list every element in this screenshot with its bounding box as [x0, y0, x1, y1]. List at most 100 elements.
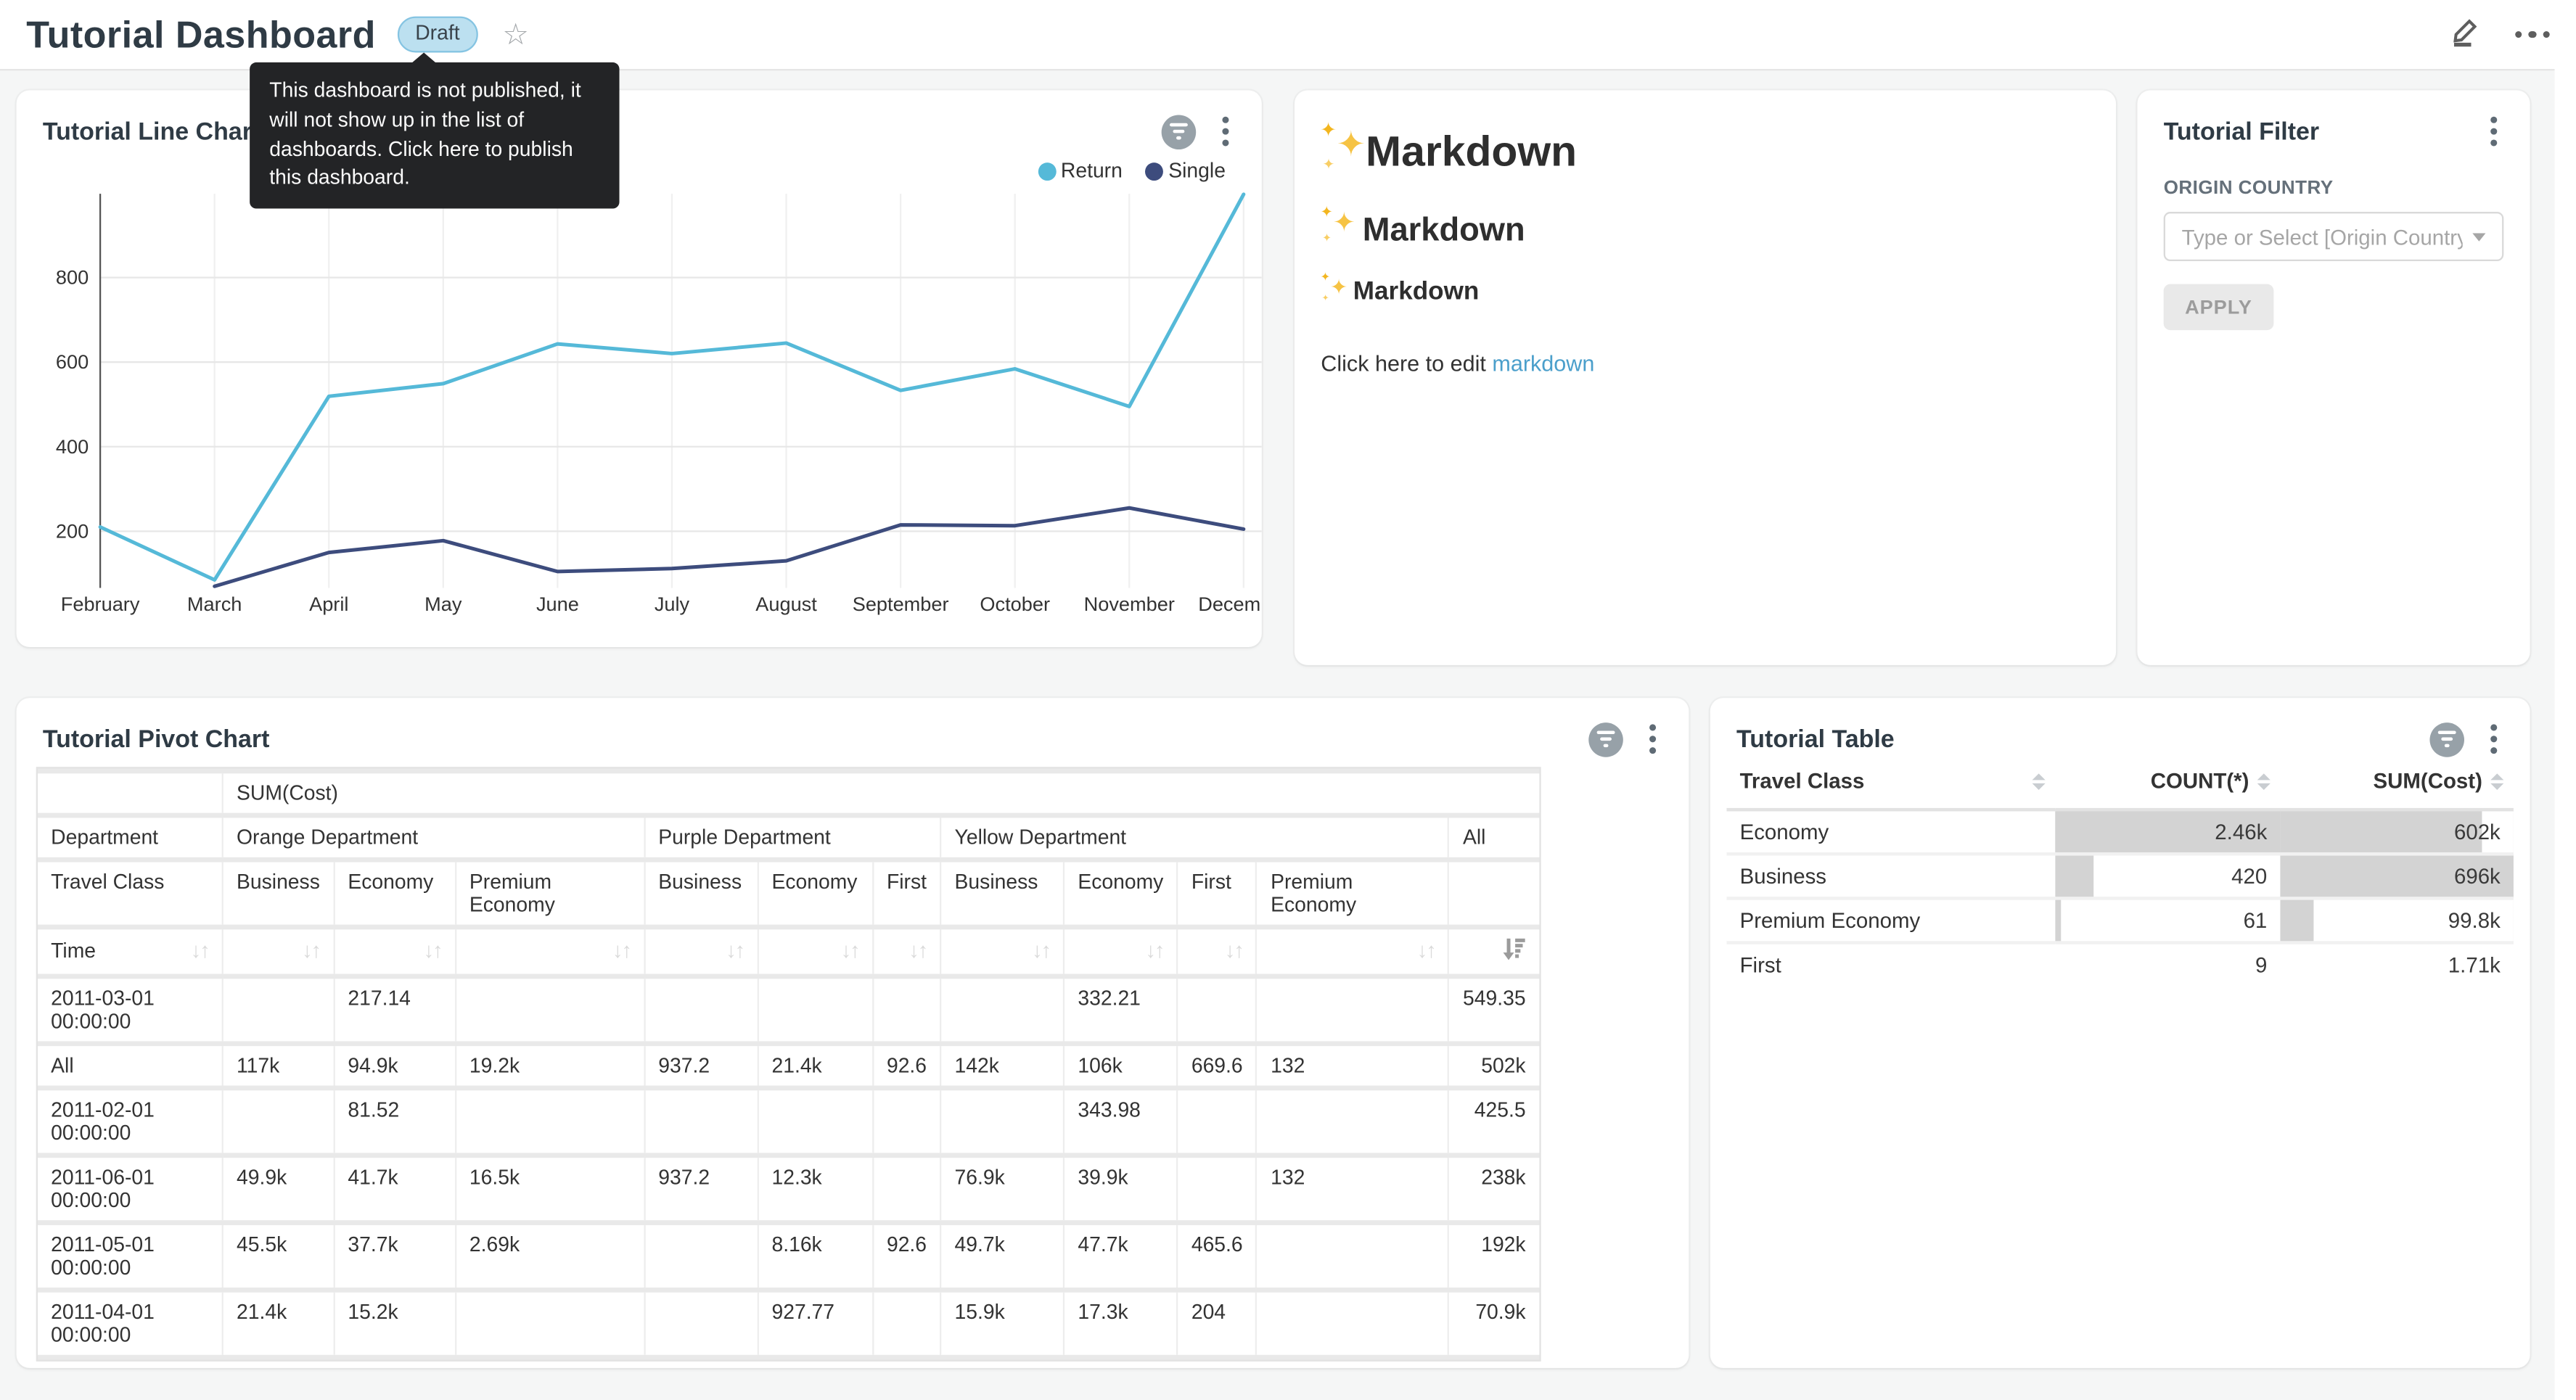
- pivot-table: SUM(Cost)DepartmentOrange DepartmentPurp…: [36, 767, 1541, 1362]
- pivot-value-cell: 49.9k: [223, 1158, 335, 1220]
- pivot-value-cell: 15.2k: [335, 1293, 456, 1355]
- pivot-sort-cell[interactable]: ↓↑: [456, 929, 645, 973]
- x-axis-label: May: [424, 593, 462, 615]
- pivot-sort-cell[interactable]: ↓↑: [758, 929, 873, 973]
- pivot-value-cell: [645, 1225, 758, 1288]
- pivot-col-header: Economy: [335, 862, 456, 925]
- cell-travel-class: Economy: [1726, 810, 2055, 854]
- pivot-value-cell: 549.35: [1450, 979, 1539, 1041]
- more-options-icon[interactable]: [2514, 24, 2550, 44]
- pivot-time-header[interactable]: Time↓↑: [38, 929, 223, 973]
- x-axis-label: June: [536, 593, 579, 615]
- cell-value: 9: [2055, 943, 2280, 986]
- pivot-group-header: All: [1450, 818, 1539, 857]
- sort-icon[interactable]: ↓↑: [908, 938, 927, 963]
- page-title: Tutorial Dashboard: [26, 12, 376, 57]
- sort-icon[interactable]: ↓↑: [302, 938, 320, 963]
- pivot-value-cell: 217.14: [335, 979, 456, 1041]
- pivot-col-header: Premium Economy: [456, 862, 645, 925]
- sparkles-icon: [1321, 127, 1366, 170]
- pivot-sort-cell[interactable]: ↓↑: [1178, 929, 1258, 973]
- pivot-value-cell: 142k: [941, 1046, 1065, 1085]
- pivot-value-cell: [758, 979, 873, 1041]
- pivot-value-cell: 117k: [223, 1046, 335, 1085]
- pivot-sort-cell[interactable]: ↓↑: [645, 929, 758, 973]
- pivot-sort-cell[interactable]: ↓↑: [223, 929, 335, 973]
- pivot-value-cell: [1258, 1090, 1450, 1153]
- favorite-star-icon[interactable]: ☆: [502, 20, 529, 49]
- table-card: Tutorial Table Travel ClassCOUNT(*)SUM(C…: [1710, 698, 2530, 1368]
- pivot-value-cell: 17.3k: [1065, 1293, 1178, 1355]
- apply-button[interactable]: APPLY: [2164, 284, 2273, 330]
- pivot-class-row: Travel ClassBusinessEconomyPremium Econo…: [38, 862, 1539, 925]
- draft-status-badge[interactable]: Draft: [397, 17, 477, 53]
- markdown-paragraph: Click here to edit markdown: [1321, 351, 2090, 376]
- sort-icon[interactable]: ↓↑: [424, 938, 442, 963]
- pivot-row-label: All: [38, 1046, 223, 1085]
- scrollbar-track[interactable]: [2555, 0, 2576, 1400]
- pivot-data-row: 2011-05-01 00:00:0045.5k37.7k2.69k8.16k9…: [38, 1225, 1539, 1288]
- pivot-value-cell: 70.9k: [1450, 1293, 1539, 1355]
- pivot-menu-icon[interactable]: [1643, 721, 1662, 757]
- sort-icon[interactable]: ↓↑: [726, 938, 744, 963]
- sort-icon[interactable]: ↓↑: [1032, 938, 1050, 963]
- x-axis-label: April: [309, 593, 348, 615]
- pivot-table-grid: SUM(Cost)DepartmentOrange DepartmentPurp…: [36, 767, 1541, 1362]
- pivot-value-cell: [1178, 979, 1258, 1041]
- origin-country-select[interactable]: Type or Select [Origin Country]: [2164, 212, 2504, 261]
- pivot-value-cell: [874, 1293, 942, 1355]
- filter-indicator-icon[interactable]: [1162, 114, 1197, 149]
- cell-value: 696k: [2280, 854, 2513, 898]
- pivot-sort-cell[interactable]: ↓↑: [1258, 929, 1450, 973]
- x-axis-label: March: [187, 593, 242, 615]
- pivot-value-cell: 132: [1258, 1046, 1450, 1085]
- pivot-sort-cell[interactable]: ↓↑: [941, 929, 1065, 973]
- pivot-value-cell: 92.6: [874, 1225, 942, 1288]
- sort-icon[interactable]: ↓↑: [1145, 938, 1163, 963]
- y-axis-tick: 400: [56, 435, 89, 458]
- sort-icon[interactable]: ↓↑: [191, 938, 209, 963]
- filter-menu-icon[interactable]: [2484, 113, 2503, 149]
- sort-icon[interactable]: ↓↑: [612, 938, 631, 963]
- pivot-col-header: Business: [941, 862, 1065, 925]
- pivot-value-cell: 502k: [1450, 1046, 1539, 1085]
- cell-travel-class: Premium Economy: [1726, 898, 2055, 942]
- pivot-dim-header: Department: [38, 818, 223, 857]
- pivot-value-cell: 927.77: [758, 1293, 873, 1355]
- data-table: Travel ClassCOUNT(*)SUM(Cost)Economy2.46…: [1726, 757, 2513, 986]
- pivot-col-header: Premium Economy: [1258, 862, 1450, 925]
- x-axis-label: February: [61, 593, 140, 615]
- pivot-sort-cell[interactable]: [1450, 929, 1539, 973]
- column-header-sum-cost[interactable]: SUM(Cost): [2280, 757, 2513, 810]
- pivot-value-cell: 41.7k: [335, 1158, 456, 1220]
- pivot-chart-card: Tutorial Pivot Chart SUM(Cost)Department…: [17, 698, 1689, 1368]
- pivot-value-cell: 76.9k: [941, 1158, 1065, 1220]
- x-axis-label: November: [1084, 593, 1175, 615]
- chart-title: Tutorial Line Chart: [43, 118, 260, 145]
- pivot-sort-cell[interactable]: ↓↑: [874, 929, 942, 973]
- pivot-value-cell: 8.16k: [758, 1225, 873, 1288]
- column-header-count[interactable]: COUNT(*): [2055, 757, 2280, 810]
- pivot-value-cell: 47.7k: [1065, 1225, 1178, 1288]
- filter-indicator-icon[interactable]: [2429, 722, 2464, 757]
- chart-menu-icon[interactable]: [1215, 113, 1235, 149]
- sort-icon[interactable]: ↓↑: [1225, 938, 1243, 963]
- pivot-col-header: Business: [645, 862, 758, 925]
- sort-carets-icon: [2490, 773, 2503, 789]
- pivot-sort-cell[interactable]: ↓↑: [1065, 929, 1178, 973]
- pivot-value-cell: [645, 1090, 758, 1153]
- column-header-travel-class[interactable]: Travel Class: [1726, 757, 2055, 810]
- pivot-sort-cell[interactable]: ↓↑: [335, 929, 456, 973]
- pivot-col-header: Economy: [758, 862, 873, 925]
- markdown-edit-link[interactable]: markdown: [1492, 351, 1594, 376]
- pivot-value-cell: 425.5: [1450, 1090, 1539, 1153]
- table-menu-icon[interactable]: [2484, 721, 2503, 757]
- cell-travel-class: Business: [1726, 854, 2055, 898]
- cell-value: 61: [2055, 898, 2280, 942]
- filter-indicator-icon[interactable]: [1588, 722, 1623, 757]
- sort-icon[interactable]: ↓↑: [1417, 938, 1435, 963]
- pivot-value-cell: [941, 979, 1065, 1041]
- pivot-value-cell: [456, 1090, 645, 1153]
- edit-pencil-icon[interactable]: [2448, 14, 2481, 55]
- sort-icon[interactable]: ↓↑: [841, 938, 859, 963]
